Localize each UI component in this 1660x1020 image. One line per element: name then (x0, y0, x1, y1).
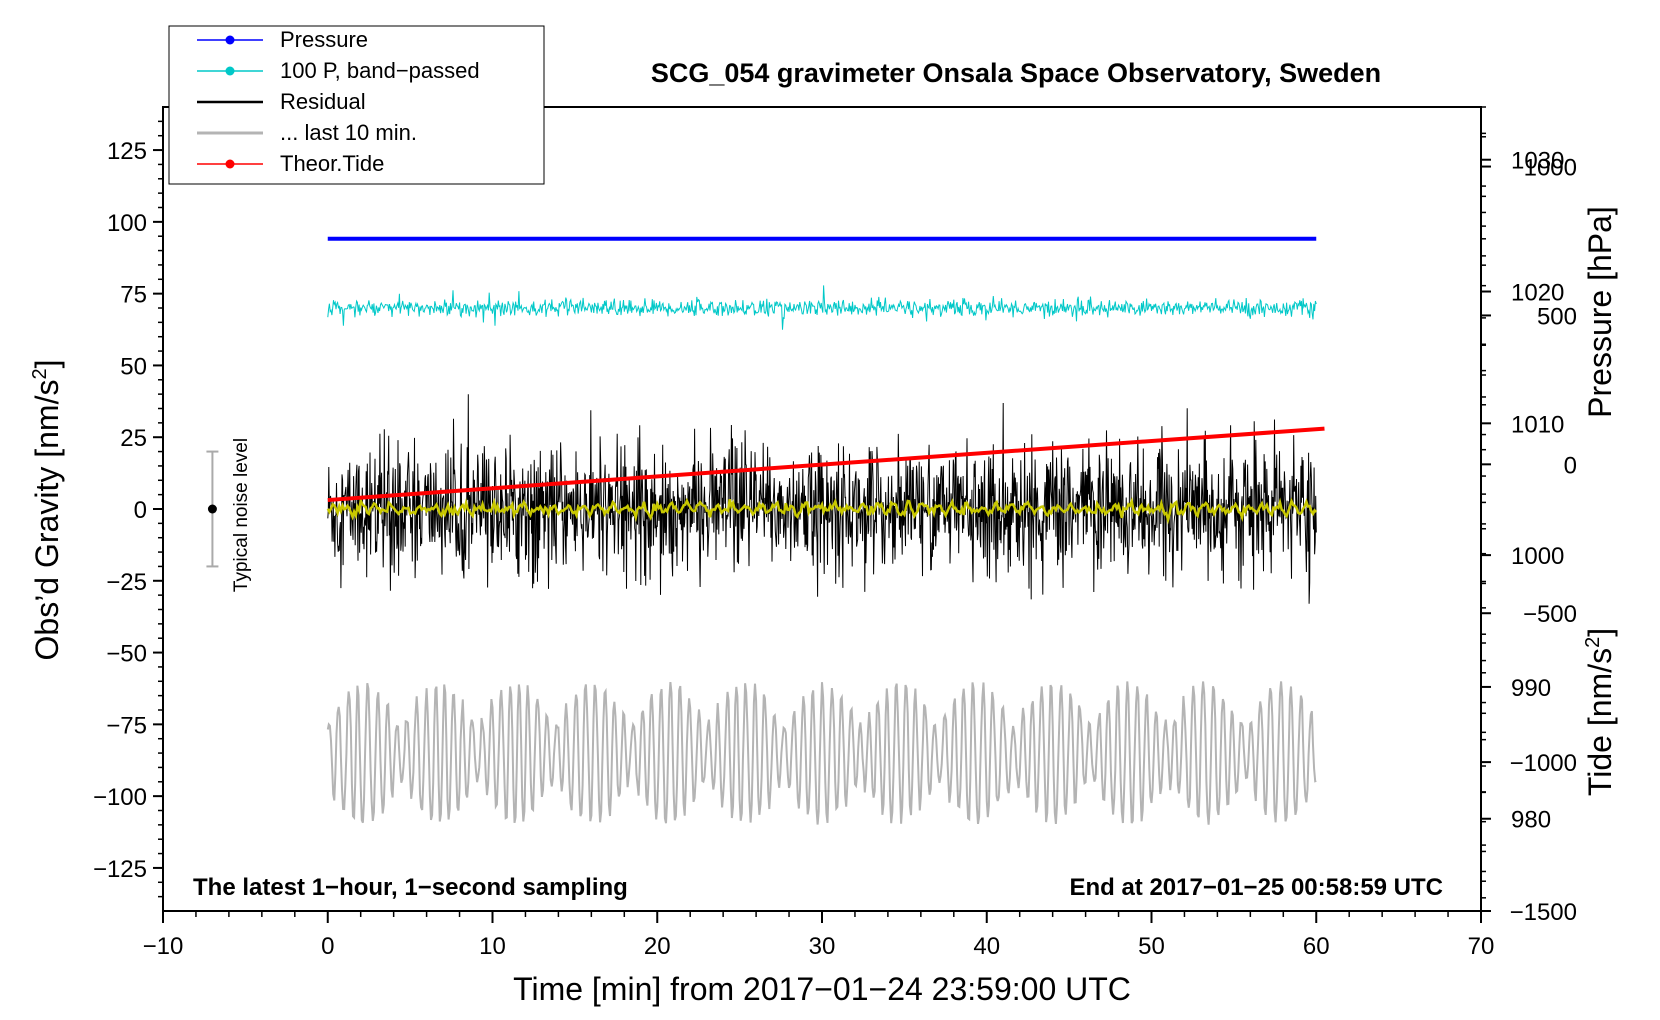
residual-smoothed-line (326, 496, 1318, 525)
y-tick-label: 100 (107, 210, 147, 237)
noise-level-label: Typical noise level (231, 438, 252, 592)
x-axis: −10 0 10 20 30 40 50 60 70 (143, 911, 1495, 960)
legend-box (168, 25, 545, 185)
y-tick-label: 50 (120, 353, 147, 380)
noise-level-indicator (206, 450, 219, 568)
legend-label: Theor.Tide (280, 151, 384, 176)
legend-marker (225, 35, 235, 45)
theoretical-tide-series (327, 426, 1325, 503)
y-tick-label: 125 (107, 138, 147, 165)
legend-label: ... last 10 min. (280, 120, 417, 145)
annotation-right: End at 2017−01−25 00:58:59 UTC (1069, 874, 1443, 901)
pressure-tick-label: 990 (1511, 675, 1551, 702)
x-tick-label: 30 (809, 933, 836, 960)
y-tick-label: 25 (120, 425, 147, 452)
y-tick-label: −75 (106, 712, 147, 739)
residual-line (327, 394, 1317, 604)
x-tick-label: 50 (1138, 933, 1165, 960)
pressure-tick-label: 1010 (1511, 411, 1564, 438)
legend-marker (225, 159, 235, 169)
y-axis-left-title: Obs’d Gravity [nm/s2] (29, 360, 65, 661)
x-tick-label: 20 (644, 933, 671, 960)
pressure-tick-label: 1000 (1511, 543, 1564, 570)
y-tick-label: 75 (120, 282, 147, 309)
band-passed-pressure-series (327, 285, 1317, 330)
x-axis-title: Time [min] from 2017−01−24 23:59:00 UTC (513, 971, 1131, 1007)
residual-series (327, 394, 1317, 604)
legend-label: 100 P, band−passed (280, 58, 480, 83)
x-tick-label: 10 (479, 933, 506, 960)
x-tick-label: 40 (973, 933, 1000, 960)
tide-axis-title: Tide [nm/s2] (1582, 628, 1618, 796)
tide-tick-label: 500 (1537, 303, 1577, 330)
y-tick-label: −125 (93, 856, 147, 883)
chart-title: SCG_054 gravimeter Onsala Space Observat… (651, 58, 1381, 88)
legend: Pressure 100 P, band−passed Residual ... la… (168, 25, 545, 185)
noise-center-dot (207, 504, 217, 514)
tide-tick-label: 1000 (1524, 155, 1577, 182)
x-tick-label: 70 (1468, 933, 1495, 960)
tide-tick-label: −1500 (1510, 899, 1577, 926)
legend-marker (225, 66, 235, 76)
y-tick-label: −25 (106, 569, 147, 596)
pressure-tick-label: 1030 (1511, 148, 1564, 175)
band-passed-line (327, 285, 1317, 330)
tide-tick-label: −500 (1523, 601, 1577, 628)
y-tick-label: −50 (106, 641, 147, 668)
annotation-left: The latest 1−hour, 1−second sampling (193, 874, 628, 901)
tide-tick-label: 0 (1564, 452, 1577, 479)
y-axis-left: 125 100 75 50 25 0 −25 −50 −75 −100 −125 (93, 120, 163, 898)
last-10-min-line (326, 681, 1317, 825)
legend-label: Residual (280, 89, 366, 114)
pressure-axis-title: Pressure [hPa] (1582, 206, 1618, 418)
pressure-tick-label: 1020 (1511, 280, 1564, 307)
x-tick-label: −10 (143, 933, 184, 960)
y-tick-label: −100 (93, 784, 147, 811)
y-axis-right-tide: 1000 500 0 −500 −1000 −1500 (1481, 136, 1577, 926)
x-tick-label: 60 (1303, 933, 1330, 960)
x-tick-label: 0 (321, 933, 334, 960)
tide-line (327, 426, 1325, 503)
tide-tick-label: −1000 (1510, 750, 1577, 777)
residual-smoothed-series (326, 496, 1318, 525)
last-10-min-series (326, 681, 1317, 825)
legend-label: Pressure (280, 27, 368, 52)
y-tick-label: 0 (134, 497, 147, 524)
pressure-tick-label: 980 (1511, 807, 1551, 834)
y-axis-right-pressure: 1030 1020 1010 1000 990 980 (1481, 106, 1564, 899)
